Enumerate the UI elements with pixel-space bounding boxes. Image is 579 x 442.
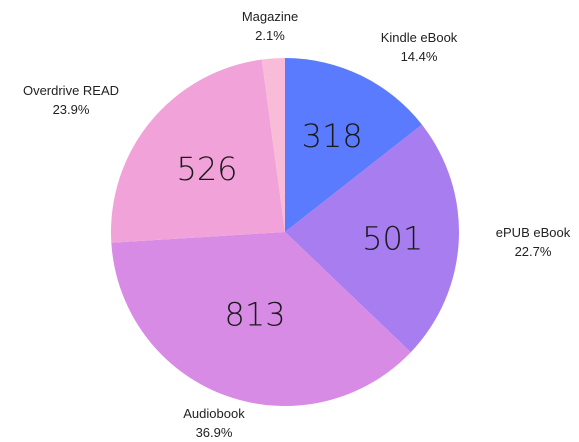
pie-percent-label-audiobook: 36.9% [196,425,233,440]
pie-percent-label-kindle-ebook: 14.4% [401,49,438,64]
pie-category-label-overdrive-read: Overdrive READ [23,83,119,98]
pie-category-label-audiobook: Audiobook [183,406,245,421]
pie-slices [110,58,459,407]
pie-value-label-audiobook: 813 [225,296,286,334]
pie-percent-label-overdrive-read: 23.9% [53,102,90,117]
pie-value-labels: 318 501 813 526 [176,117,423,334]
pie-value-label-kindle-ebook: 318 [302,117,363,155]
pie-percent-label-epub-ebook: 22.7% [515,244,552,259]
pie-slice-epub-ebook [285,124,459,353]
pie-slice-overdrive-read [110,59,285,243]
pie-slice-magazine [261,58,285,232]
pie-slice-kindle-ebook [285,58,422,232]
pie-value-label-overdrive-read: 526 [176,150,237,188]
pie-value-label-epub-ebook: 501 [362,219,423,257]
pie-category-label-epub-ebook: ePUB eBook [496,225,571,240]
pie-outer-labels: Kindle eBook 14.4% ePUB eBook 22.7% Audioboo… [23,9,571,440]
pie-category-label-magazine: Magazine [242,9,298,24]
pie-category-label-kindle-ebook: Kindle eBook [381,30,458,45]
pie-slice-audiobook [111,232,411,407]
pie-percent-label-magazine: 2.1% [255,28,285,43]
